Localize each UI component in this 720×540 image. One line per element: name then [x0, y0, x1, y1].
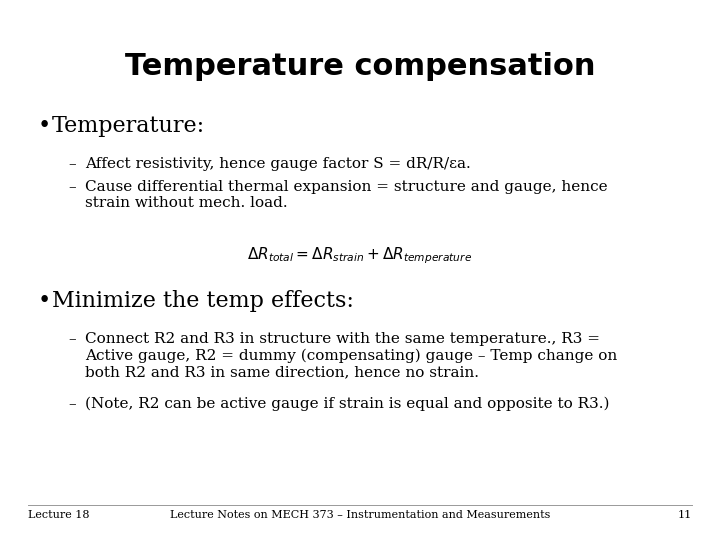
Text: –: – — [68, 397, 76, 411]
Text: –: – — [68, 332, 76, 346]
Text: •: • — [38, 290, 51, 312]
Text: $\Delta R_{total} = \Delta R_{strain}  +  \Delta R_{temperature}$: $\Delta R_{total} = \Delta R_{strain} + … — [248, 245, 472, 266]
Text: Lecture Notes on MECH 373 – Instrumentation and Measurements: Lecture Notes on MECH 373 – Instrumentat… — [170, 510, 550, 520]
Text: –: – — [68, 157, 76, 171]
Text: 11: 11 — [678, 510, 692, 520]
Text: Minimize the temp effects:: Minimize the temp effects: — [52, 290, 354, 312]
Text: •: • — [38, 115, 51, 137]
Text: Temperature:: Temperature: — [52, 115, 205, 137]
Text: Affect resistivity, hence gauge factor S = dR/R/εa.: Affect resistivity, hence gauge factor S… — [85, 157, 471, 171]
Text: Connect R2 and R3 in structure with the same temperature., R3 =
Active gauge, R2: Connect R2 and R3 in structure with the … — [85, 332, 617, 379]
Text: Temperature compensation: Temperature compensation — [125, 52, 595, 81]
Text: Lecture 18: Lecture 18 — [28, 510, 89, 520]
Text: Cause differential thermal expansion = structure and gauge, hence
strain without: Cause differential thermal expansion = s… — [85, 180, 608, 210]
Text: (Note, R2 can be active gauge if strain is equal and opposite to R3.): (Note, R2 can be active gauge if strain … — [85, 397, 610, 411]
Text: –: – — [68, 180, 76, 194]
